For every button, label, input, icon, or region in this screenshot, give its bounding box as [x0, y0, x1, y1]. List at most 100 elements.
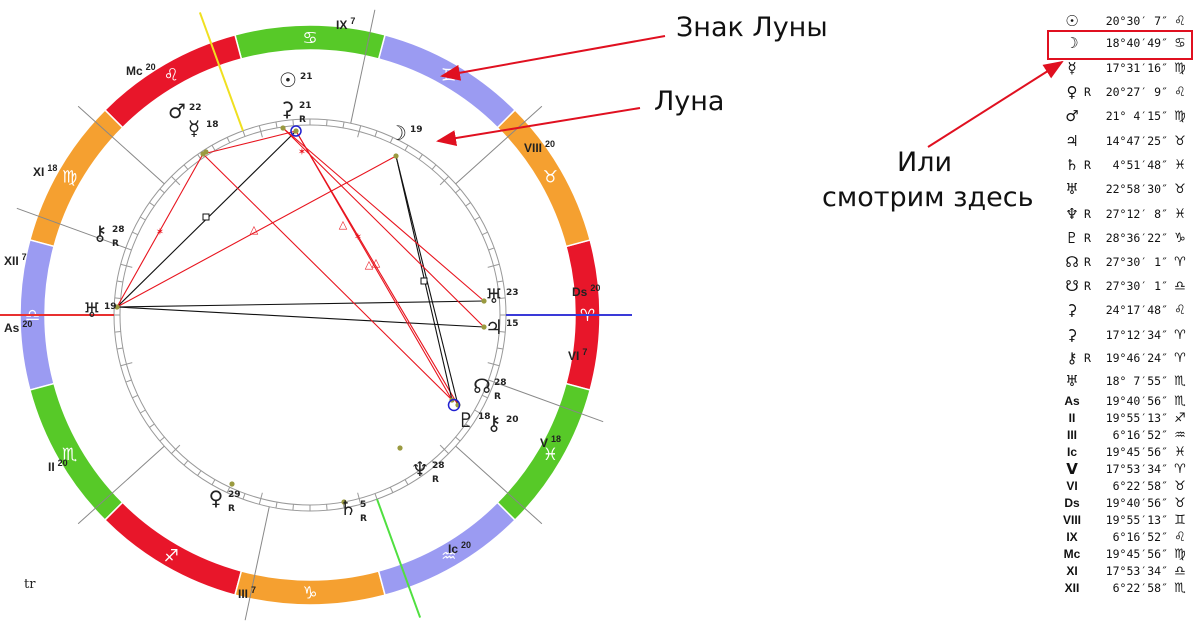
table-symbol: II — [1068, 411, 1076, 425]
sign-glyph: ♌ — [1174, 13, 1186, 29]
table-symbol: ☋ — [1065, 277, 1079, 295]
table-symbol: ☽ — [1065, 34, 1079, 52]
tick — [242, 130, 246, 137]
planet-degree: 22 — [189, 103, 202, 113]
sign-glyph: ♍ — [1174, 108, 1186, 124]
table-row: ⚳ 17°12′34″ ♈ — [1060, 324, 1192, 346]
table-row: As 19°40′56″ ♏ — [1060, 390, 1192, 412]
planet-degree: 23 — [506, 288, 519, 298]
look-here-annotation: смотрим здесь — [822, 182, 1034, 213]
table-row: ♅ 18° 7′55″ ♏ — [1060, 370, 1192, 392]
house-cusp — [77, 105, 165, 185]
planet-degree: 20 — [506, 415, 519, 425]
table-row: ♆ R 27°12′ 8″ ♓ — [1060, 203, 1192, 225]
position-value: 24°17′48″ — [1105, 303, 1168, 317]
planet-glyph: ☽ — [389, 121, 407, 145]
planet-degree: 21 — [300, 72, 313, 82]
table-row: VIII 19°55′13″ ♊ — [1060, 509, 1192, 531]
tick — [439, 444, 449, 454]
position-value: 19°46′24″ — [1105, 351, 1168, 365]
table-symbol: ♃ — [1065, 132, 1079, 150]
planet-glyph: ♃ — [485, 315, 503, 339]
sign-glyph: ♏ — [1174, 373, 1186, 389]
position-value: 18°40′49″ — [1105, 36, 1168, 50]
planet-marker: ♂ 22 — [168, 99, 202, 123]
house-labels: As 20 II 20 III 7 Ic 20 V 18 VI 7 Ds 20 VIII 20 IX 7 Mc 20 X… — [4, 16, 600, 601]
table-symbol: As — [1064, 394, 1080, 408]
house-cusp — [77, 445, 165, 525]
aspect-square-marker — [202, 213, 210, 221]
tick — [183, 164, 189, 170]
sign-glyph: ♉ — [1174, 478, 1186, 494]
aspect-trine-marker: △ — [339, 218, 348, 231]
tick — [455, 436, 461, 442]
planet-glyph: ♇ — [457, 408, 475, 432]
house-label: XII 7 — [4, 252, 27, 268]
tick — [404, 145, 409, 151]
sign-glyph: ♈ — [1174, 254, 1186, 270]
tick — [197, 470, 202, 476]
house-label: III 7 — [238, 585, 256, 601]
table-row: ☿ 17°31′16″ ♍ — [1060, 57, 1192, 79]
table-symbol: Ic — [1066, 445, 1077, 459]
position-value: 14°47′25″ — [1105, 134, 1168, 148]
annotation-arrow — [436, 107, 641, 146]
tick — [159, 188, 165, 194]
tick — [499, 331, 506, 333]
position-value: 17°31′16″ — [1105, 61, 1168, 75]
planet-glyph: ☉ — [279, 68, 297, 92]
zodiac-glyph: ♌ — [164, 66, 179, 86]
tick — [389, 137, 394, 144]
planet-glyph: ♄ — [339, 496, 357, 520]
table-symbol: ♀ — [1066, 83, 1078, 101]
tick — [342, 121, 345, 128]
retrograde-flag: R — [1084, 255, 1091, 269]
planet-marker: ♀ 29 R — [209, 486, 241, 514]
position-value: 4°51′48″ — [1112, 158, 1168, 172]
moon-row-highlight — [1047, 30, 1193, 60]
tick — [374, 130, 378, 137]
planet-marker: ☽ 19 — [389, 121, 423, 145]
aspect-line — [116, 300, 485, 308]
tick — [439, 176, 449, 186]
planet-glyphs: ☉ 21☽ 19⚳ 21R♂ 22☿ 18⚷ 28R♅ 19 ♅ 23♃ 15☊ 28R♇ 18⚷ 20♆… — [83, 68, 519, 524]
annotation-arrows — [436, 35, 1064, 148]
sign-glyph: ♌ — [1174, 302, 1186, 318]
sign-glyph: ♓ — [1174, 444, 1186, 460]
table-symbol: ♅ — [1065, 180, 1079, 198]
sign-glyph: ♌ — [1174, 84, 1186, 100]
planet-point — [481, 324, 487, 330]
tick — [140, 216, 146, 221]
watermark: tr — [24, 577, 36, 592]
tick — [132, 231, 139, 236]
sign-glyph: ♊ — [1174, 512, 1186, 528]
sign-glyph: ♉ — [1174, 495, 1186, 511]
table-symbol: ☊ — [1065, 253, 1079, 271]
table-row: ♄ R 4°51′48″ ♓ — [1060, 154, 1192, 176]
sign-glyph: ♈ — [1174, 461, 1186, 477]
sign-glyph: ♓ — [1174, 157, 1186, 173]
retrograde-marker: R — [494, 392, 501, 402]
tick — [159, 436, 165, 442]
position-value: 6°16′52″ — [1112, 530, 1168, 544]
tick — [431, 164, 437, 170]
sign-glyph: ♈ — [1174, 327, 1186, 343]
aspect-line — [282, 127, 485, 302]
tick — [140, 409, 146, 414]
tick — [292, 504, 294, 511]
planet-glyph: ⚳ — [280, 97, 295, 121]
tick — [149, 423, 155, 428]
house-cusp — [350, 9, 376, 124]
tick — [404, 479, 409, 485]
house-label: XI 18 — [33, 163, 57, 179]
position-value: 6°16′52″ — [1112, 428, 1168, 442]
planet-marker: ⚷ 20 — [487, 411, 519, 435]
tick — [132, 394, 139, 399]
moon-sign-annotation: Знак Луны — [676, 12, 828, 43]
planet-point — [280, 125, 286, 131]
sign-glyph: ♏ — [1174, 393, 1186, 409]
house-cusp — [244, 506, 270, 621]
planet-degree: 15 — [506, 319, 519, 329]
table-row: XI 17°53′34″ ♎ — [1060, 560, 1192, 582]
house-label: IX 7 — [336, 16, 355, 32]
